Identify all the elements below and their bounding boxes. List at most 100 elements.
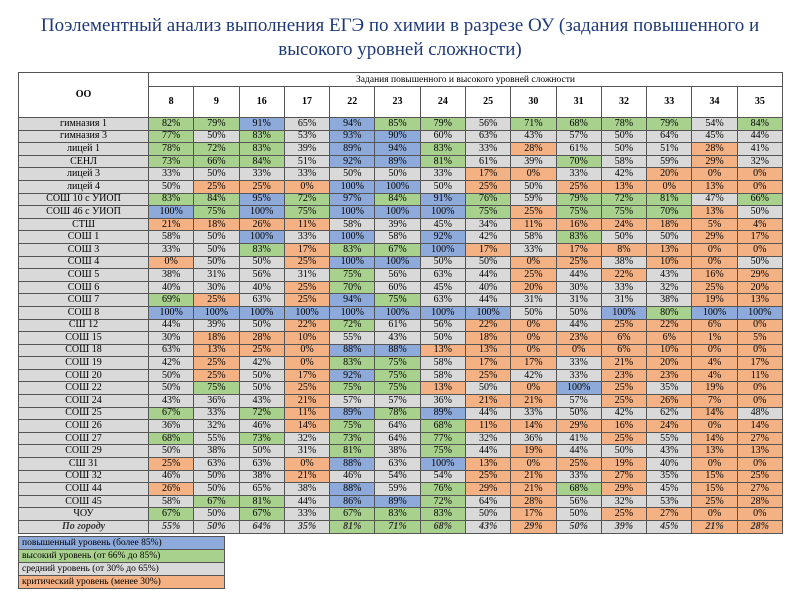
score-cell: 86% <box>329 494 376 509</box>
score-cell: 76% <box>464 192 512 207</box>
score-cell: 68% <box>419 520 466 534</box>
score-cell: 40% <box>147 280 195 295</box>
score-cell: 25% <box>283 280 331 295</box>
score-cell: 50% <box>329 167 376 181</box>
score-cell: 19% <box>510 444 557 459</box>
school-name: СОШ 4 <box>18 255 149 270</box>
score-cell: 6% <box>600 343 648 358</box>
score-cell: 70% <box>329 280 376 295</box>
score-cell: 50% <box>464 381 512 396</box>
score-cell: 50% <box>600 230 648 244</box>
score-cell: 28% <box>736 520 783 534</box>
score-cell: 25% <box>464 469 512 484</box>
score-cell: 34% <box>464 217 512 232</box>
score-cell: 90% <box>374 129 421 144</box>
score-cell: 100% <box>283 305 331 320</box>
score-cell: 32% <box>283 431 331 446</box>
score-cell: 17% <box>736 230 783 244</box>
score-cell: 38% <box>193 444 240 459</box>
score-cell: 17% <box>464 356 512 370</box>
table-row: СОШ 7 69% 25% 63% 25% 94% 75% 63% 44% 31% 31% 31% 38… <box>18 293 783 307</box>
score-cell: 30% <box>193 280 240 295</box>
score-cell: 100% <box>329 179 376 194</box>
score-cell: 31% <box>555 293 602 307</box>
score-cell: 40% <box>646 457 693 471</box>
table-row: лицей 4 50% 25% 25% 0% 100% 100% 50% 25% 50% 25% 13… <box>18 179 783 194</box>
score-cell: 55% <box>193 431 240 446</box>
score-cell: 97% <box>329 192 376 207</box>
score-cell: 50% <box>193 129 240 144</box>
score-cell: 41% <box>736 142 783 156</box>
score-cell: 0% <box>510 381 557 396</box>
score-cell: 50% <box>555 520 602 534</box>
score-cell: 50% <box>238 255 285 270</box>
score-cell: 0% <box>736 242 783 257</box>
score-cell: 35% <box>646 469 693 484</box>
table-body: гимназия 1 82% 79% 91% 65% 94% 85% 79% 56% 71% 68%… <box>18 117 783 534</box>
score-cell: 70% <box>646 205 693 219</box>
score-cell: 83% <box>329 356 376 370</box>
score-cell: 50% <box>193 520 240 534</box>
score-cell: 6% <box>646 331 693 345</box>
score-cell: 50% <box>464 507 512 521</box>
score-cell: 43% <box>510 129 557 144</box>
score-cell: 100% <box>147 205 195 219</box>
school-name: СОШ 44 <box>18 482 149 496</box>
score-cell: 0% <box>691 167 738 181</box>
score-cell: 50% <box>510 179 557 194</box>
score-cell: 56% <box>238 268 285 282</box>
score-cell: 17% <box>283 368 331 383</box>
score-cell: 68% <box>555 117 602 131</box>
score-cell: 75% <box>374 293 421 307</box>
score-cell: 75% <box>374 356 421 370</box>
score-cell: 27% <box>646 507 693 521</box>
score-cell: 27% <box>600 469 648 484</box>
score-cell: 38% <box>646 293 693 307</box>
score-cell: 84% <box>238 154 285 169</box>
score-cell: 26% <box>238 217 285 232</box>
score-cell: 30% <box>147 331 195 345</box>
score-cell: 40% <box>238 280 285 295</box>
score-cell: 22% <box>464 318 512 333</box>
score-cell: 25% <box>555 457 602 471</box>
score-cell: 68% <box>147 431 195 446</box>
score-cell: 92% <box>329 154 376 169</box>
score-cell: 75% <box>283 205 331 219</box>
table-row: СОШ 4 0% 50% 50% 25% 100% 100% 50% 50% 0% 25% 38% 10… <box>18 255 783 270</box>
score-cell: 92% <box>419 230 466 244</box>
school-name: СОШ 25 <box>18 406 149 421</box>
score-cell: 13% <box>691 179 738 194</box>
score-cell: 20% <box>510 280 557 295</box>
score-cell: 38% <box>283 482 331 496</box>
score-cell: 35% <box>646 381 693 396</box>
score-cell: 39% <box>374 217 421 232</box>
score-cell: 11% <box>283 406 331 421</box>
table-row: СТШ 21% 18% 26% 11% 58% 39% 45% 34% 11% 16% 24% 18% 5… <box>18 217 783 232</box>
score-cell: 45% <box>691 129 738 144</box>
table-row: СОШ 20 50% 25% 50% 17% 92% 75% 58% 25% 42% 33% 23% 2… <box>18 368 783 383</box>
score-cell: 72% <box>600 192 648 207</box>
score-cell: 25% <box>238 343 285 358</box>
score-cell: 13% <box>736 444 783 459</box>
score-cell: 51% <box>283 154 331 169</box>
score-cell: 58% <box>329 217 376 232</box>
score-cell: 33% <box>147 242 195 257</box>
score-cell: 0% <box>736 507 783 521</box>
score-cell: 63% <box>419 293 466 307</box>
score-cell: 43% <box>238 394 285 408</box>
score-cell: 25% <box>736 469 783 484</box>
score-cell: 31% <box>283 444 331 459</box>
table-row: СОШ 6 40% 30% 40% 25% 70% 60% 45% 40% 20% 30% 33% 32… <box>18 280 783 295</box>
column-header: 17 <box>283 86 331 118</box>
column-header: 24 <box>419 86 466 118</box>
score-cell: 27% <box>736 431 783 446</box>
score-cell: 75% <box>374 368 421 383</box>
score-cell: 39% <box>600 520 648 534</box>
score-cell: 100% <box>555 381 602 396</box>
score-cell: 25% <box>147 457 195 471</box>
score-cell: 65% <box>283 117 331 131</box>
score-cell: 44% <box>736 129 783 144</box>
score-cell: 25% <box>555 255 602 270</box>
school-name: СОШ 24 <box>18 394 149 408</box>
score-cell: 88% <box>329 343 376 358</box>
